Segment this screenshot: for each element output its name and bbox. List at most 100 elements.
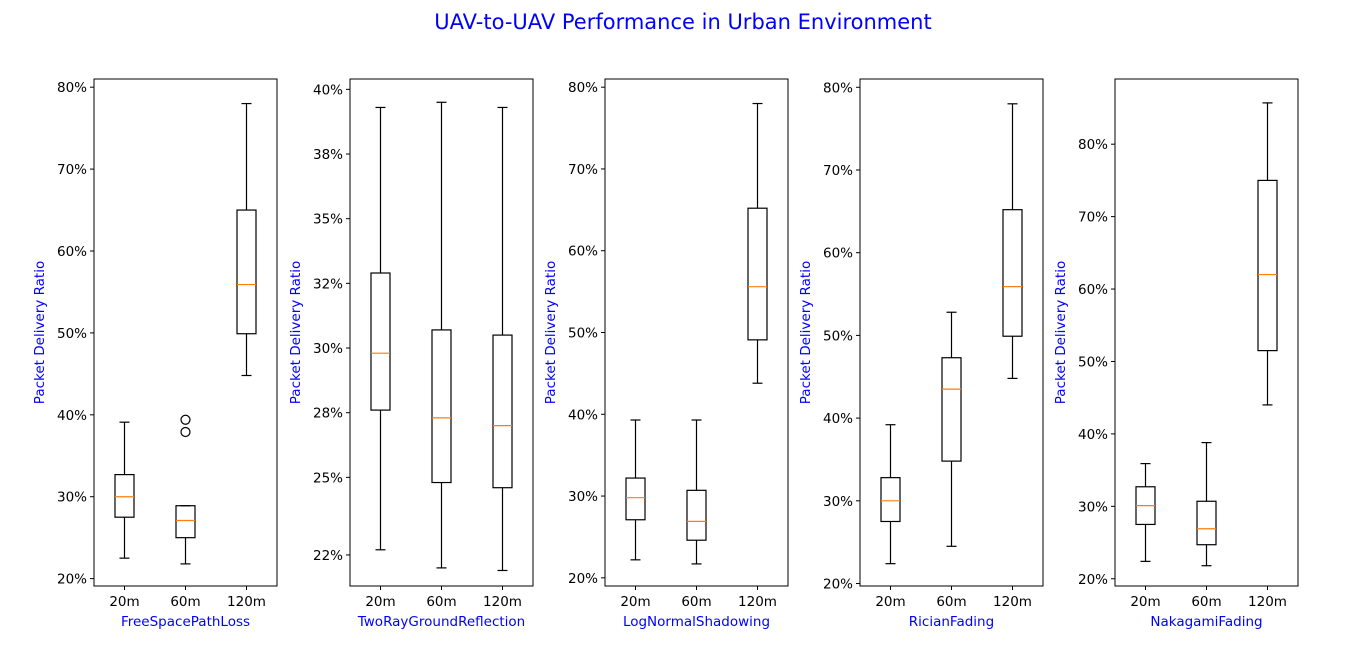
y-tick-label: 20% (568, 571, 598, 587)
x-axis-label: NakagamiFading (1150, 614, 1262, 630)
x-tick-label: 20m (620, 594, 650, 610)
x-tick-label: 120m (1248, 594, 1287, 610)
y-tick-label: 80% (823, 80, 853, 96)
axes-frame (859, 78, 1044, 587)
y-tick-label: 60% (823, 246, 853, 262)
x-tick-label: 20m (1130, 594, 1160, 610)
y-tick-label: 30% (568, 489, 598, 505)
y-tick-label: 50% (57, 326, 87, 342)
iqr-box (114, 474, 135, 518)
box-20m (114, 421, 135, 559)
y-axis-label: Packet Delivery Ratio (288, 261, 304, 404)
y-tick-label: 20% (57, 572, 87, 588)
iqr-box (686, 489, 707, 541)
y-tick-label: 30% (57, 490, 87, 506)
y-axis-label: Packet Delivery Ratio (543, 261, 559, 404)
y-tick-label: 60% (568, 244, 598, 260)
iqr-box (747, 207, 768, 341)
y-tick-label: 40% (823, 411, 853, 427)
x-tick-label: 120m (738, 594, 777, 610)
y-tick-label: 30% (313, 341, 343, 357)
box-120m (1257, 102, 1278, 406)
x-axis-label: RicianFading (909, 614, 994, 630)
subplot-5: 20% 30% 40% 50% 60% 70% 80% 20m 60m 120m NakagamiF… (1053, 78, 1299, 630)
iqr-box (431, 329, 452, 484)
y-tick-label: 70% (568, 162, 598, 178)
box-120m (747, 102, 768, 384)
box-20m (880, 424, 901, 565)
axes-frame (93, 78, 278, 587)
x-tick-label: 60m (426, 594, 456, 610)
y-tick-label: 30% (1078, 499, 1108, 515)
x-axis-label: FreeSpacePathLoss (121, 614, 250, 630)
y-tick-label: 32% (313, 276, 343, 292)
y-axis-label: Packet Delivery Ratio (32, 261, 48, 404)
y-tick-label: 40% (1078, 427, 1108, 443)
outlier-point (180, 426, 191, 438)
iqr-box (941, 357, 962, 462)
x-tick-label: 120m (483, 594, 522, 610)
y-tick-label: 70% (823, 163, 853, 179)
box-60m (686, 419, 707, 565)
y-tick-label: 38% (313, 147, 343, 163)
y-tick-label: 20% (1078, 572, 1108, 588)
box-60m (1196, 441, 1217, 567)
y-axis-label: Packet Delivery Ratio (1053, 261, 1069, 404)
x-tick-label: 60m (681, 594, 711, 610)
y-tick-label: 30% (823, 494, 853, 510)
y-axis-label: Packet Delivery Ratio (798, 261, 814, 404)
y-tick-label: 22% (313, 548, 343, 564)
y-tick-label: 80% (568, 80, 598, 96)
y-tick-label: 25% (313, 470, 343, 486)
subplot-3: 20% 30% 40% 50% 60% 70% 80% 20m 60m 120m LogNormal… (543, 78, 789, 630)
y-tick-label: 80% (57, 80, 87, 96)
x-tick-label: 20m (875, 594, 905, 610)
outlier-point (180, 414, 191, 425)
iqr-box (175, 505, 196, 539)
y-tick-label: 70% (1078, 210, 1108, 226)
subplot-1: 20% 30% 40% 50% 60% 70% 80% 20m 60m 120m FreeSpace… (32, 78, 278, 630)
axes-frame (1114, 78, 1299, 587)
y-tick-label: 50% (823, 328, 853, 344)
iqr-box (370, 272, 391, 411)
iqr-box (625, 477, 646, 521)
x-tick-label: 60m (936, 594, 966, 610)
y-tick-label: 60% (57, 244, 87, 260)
box-60m (941, 311, 962, 547)
axes-frame (349, 78, 534, 587)
subplot-2: 22% 25% 28% 30% 32% 35% 38% 40% 20m 60m 120m TwoRay… (288, 78, 534, 630)
y-tick-label: 60% (1078, 282, 1108, 298)
figure-title: UAV-to-UAV Performance in Urban Environm… (434, 10, 931, 34)
iqr-box (1257, 179, 1278, 352)
x-axis-label: TwoRayGroundReflection (357, 614, 525, 630)
iqr-box (492, 334, 513, 489)
box-20m (625, 419, 646, 561)
x-tick-label: 60m (1191, 594, 1221, 610)
box-20m (1135, 462, 1156, 562)
iqr-box (236, 209, 257, 335)
y-tick-label: 28% (313, 406, 343, 422)
y-tick-label: 70% (57, 162, 87, 178)
box-120m (492, 106, 513, 572)
axes-frame (604, 78, 789, 587)
box-120m (236, 102, 257, 377)
x-tick-label: 120m (993, 594, 1032, 610)
x-axis-label: LogNormalShadowing (623, 614, 770, 630)
iqr-box (880, 477, 901, 523)
box-60m (431, 101, 452, 569)
subplot-4: 20% 30% 40% 50% 60% 70% 80% 20m 60m 120m RicianFad… (798, 78, 1044, 630)
y-tick-label: 50% (568, 326, 598, 342)
x-tick-label: 20m (109, 594, 139, 610)
y-tick-label: 40% (568, 407, 598, 423)
iqr-box (1002, 209, 1023, 337)
iqr-box (1196, 500, 1217, 546)
box-20m (370, 106, 391, 551)
box-120m (1002, 103, 1023, 380)
x-tick-label: 120m (227, 594, 266, 610)
box-60m (175, 414, 196, 565)
y-tick-label: 50% (1078, 354, 1108, 370)
y-tick-label: 80% (1078, 137, 1108, 153)
y-tick-label: 20% (823, 577, 853, 593)
x-tick-label: 60m (170, 594, 200, 610)
